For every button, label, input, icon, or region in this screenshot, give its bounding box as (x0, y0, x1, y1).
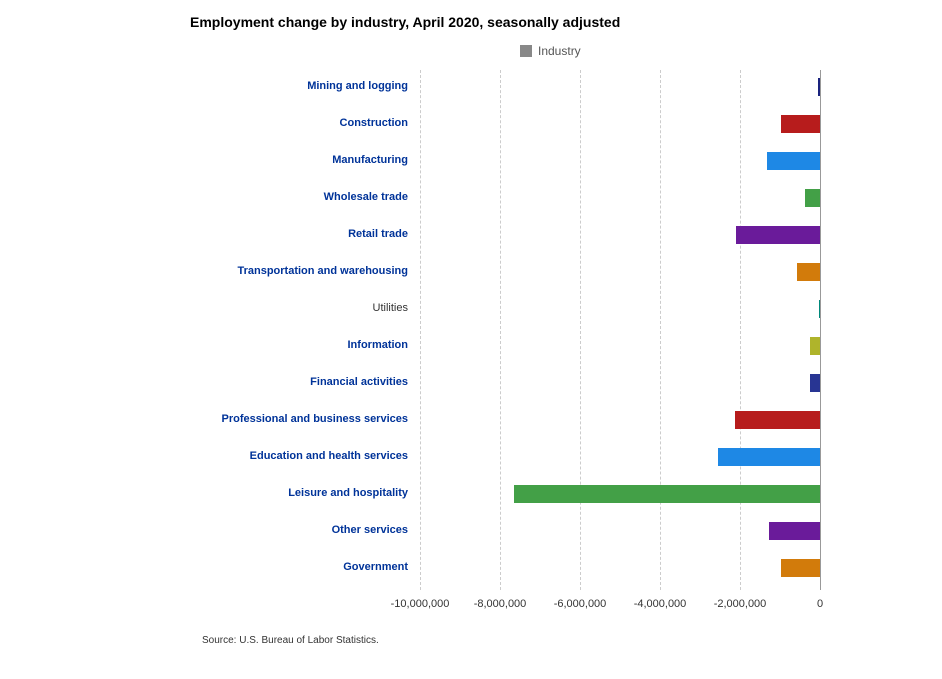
bar (818, 78, 820, 96)
bar (797, 263, 820, 281)
bar (810, 374, 820, 392)
bar (781, 559, 820, 577)
category-label[interactable]: Transportation and warehousing (237, 265, 408, 277)
category-label[interactable]: Construction (340, 117, 408, 129)
bar (819, 300, 820, 318)
category-label[interactable]: Leisure and hospitality (288, 487, 408, 499)
x-tick-label: 0 (817, 598, 823, 610)
x-tick-label: -6,000,000 (554, 598, 607, 610)
legend: Industry (520, 44, 581, 58)
gridline (500, 70, 501, 590)
chart-title: Employment change by industry, April 202… (190, 14, 620, 30)
category-label[interactable]: Professional and business services (222, 413, 408, 425)
bar (805, 189, 820, 207)
category-label[interactable]: Wholesale trade (324, 191, 408, 203)
bar (735, 411, 820, 429)
legend-swatch (520, 45, 532, 57)
source-text: Source: U.S. Bureau of Labor Statistics. (202, 635, 379, 646)
category-label[interactable]: Education and health services (250, 450, 408, 462)
x-tick-label: -10,000,000 (391, 598, 450, 610)
bar (769, 522, 820, 540)
gridline (660, 70, 661, 590)
chart-container: Employment change by industry, April 202… (0, 0, 942, 679)
bar (810, 337, 820, 355)
gridline (580, 70, 581, 590)
bar (767, 152, 820, 170)
gridline (740, 70, 741, 590)
gridline (820, 70, 821, 590)
category-label: Utilities (373, 302, 408, 314)
category-label[interactable]: Other services (332, 524, 408, 536)
gridline (420, 70, 421, 590)
category-label[interactable]: Financial activities (310, 376, 408, 388)
x-tick-label: -4,000,000 (634, 598, 687, 610)
category-label[interactable]: Mining and logging (307, 80, 408, 92)
bar (781, 115, 820, 133)
bar (514, 485, 820, 503)
category-label[interactable]: Government (343, 561, 408, 573)
category-label[interactable]: Manufacturing (332, 154, 408, 166)
bar (718, 448, 820, 466)
category-label[interactable]: Information (348, 339, 409, 351)
x-tick-label: -8,000,000 (474, 598, 527, 610)
bar (736, 226, 820, 244)
legend-label: Industry (538, 44, 581, 58)
category-label[interactable]: Retail trade (348, 228, 408, 240)
x-tick-label: -2,000,000 (714, 598, 767, 610)
plot-area (420, 70, 820, 590)
